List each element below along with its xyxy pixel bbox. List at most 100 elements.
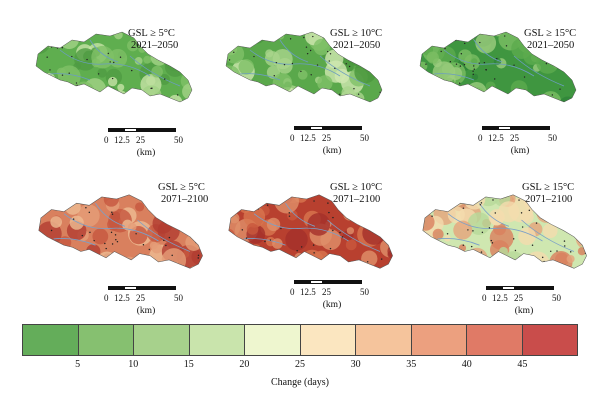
value-patch (523, 255, 540, 269)
title-period: 2021–2050 (333, 40, 381, 51)
value-patch (420, 98, 425, 102)
value-patch (368, 57, 381, 70)
station-dot (329, 53, 332, 55)
station-dot (564, 245, 566, 247)
station-dot (480, 202, 483, 204)
station-dot (111, 243, 114, 245)
station-dot (150, 87, 152, 90)
value-patch (536, 50, 560, 74)
map-panel-gsl15-2071-2100: GSL ≥ 15°C 2071–2100 (404, 170, 594, 325)
value-patch (265, 49, 274, 58)
value-patch (237, 194, 258, 204)
value-patch (502, 251, 525, 269)
scale-bar-graphic (108, 286, 176, 290)
value-patch (361, 250, 378, 267)
station-dot (428, 205, 431, 207)
value-patch (437, 85, 457, 102)
scale-tick-label: 25 (514, 293, 523, 303)
value-patch (266, 99, 277, 102)
value-patch (351, 206, 367, 222)
title-threshold: GSL ≥ 5°C (128, 28, 175, 39)
value-patch (226, 64, 229, 72)
scale-tick-label: 0 (290, 133, 295, 143)
title-threshold: GSL ≥ 10°C (330, 182, 383, 193)
station-dot (327, 50, 329, 53)
scale-tick-label: 25 (136, 135, 145, 145)
value-patch (322, 262, 339, 269)
station-dot (491, 242, 494, 244)
value-patch (226, 44, 245, 64)
station-dot (369, 66, 372, 68)
station-dot (473, 65, 475, 67)
station-dot (325, 264, 327, 266)
value-patch (376, 205, 393, 231)
legend-swatch (78, 325, 134, 355)
station-dot (332, 229, 334, 232)
value-patch (46, 241, 58, 252)
station-dot (463, 63, 466, 66)
title-period: 2071–2100 (161, 194, 209, 205)
station-dot (380, 258, 383, 260)
station-dot (139, 94, 141, 96)
value-patch (282, 266, 290, 269)
value-patch (38, 210, 42, 220)
station-dot (164, 78, 166, 80)
value-patch (447, 206, 465, 224)
value-patch (422, 251, 441, 269)
station-dot (89, 231, 91, 234)
value-patch (306, 93, 324, 102)
station-dot (264, 240, 266, 243)
station-dot (182, 228, 184, 231)
station-dot (455, 254, 458, 257)
station-dot (523, 257, 525, 259)
station-dot (353, 88, 355, 90)
value-patch (186, 67, 192, 81)
scale-tick-label: 50 (552, 293, 561, 303)
value-patch (135, 202, 145, 212)
legend-tick-label: 5 (75, 359, 81, 370)
station-dot (275, 61, 278, 64)
station-dot (78, 36, 80, 39)
station-dot (458, 82, 461, 84)
station-dot (379, 216, 382, 219)
station-dot (155, 99, 157, 102)
station-dot (451, 253, 453, 255)
station-dot (135, 233, 137, 235)
station-dot (61, 46, 64, 49)
station-dot (528, 209, 531, 212)
value-patch (420, 45, 422, 52)
station-dot (351, 208, 354, 210)
station-dot (560, 57, 563, 60)
station-dot (389, 211, 391, 214)
station-dot (455, 203, 457, 205)
title-period: 2071–2100 (525, 194, 573, 205)
station-dot (85, 207, 87, 209)
value-patch (228, 194, 237, 200)
station-dot (369, 64, 371, 67)
station-dot (479, 204, 482, 206)
scale-tick-label: 0 (290, 287, 295, 297)
station-dot (236, 83, 239, 86)
station-dot (283, 63, 286, 66)
scale-bar: 0 12.5 25 50 (km) (286, 126, 376, 160)
color-legend (22, 324, 578, 356)
value-patch (97, 251, 117, 269)
station-dot (303, 36, 305, 39)
station-dot (227, 68, 229, 70)
station-dot (341, 236, 344, 238)
station-dot (187, 66, 189, 68)
station-dot (494, 212, 497, 214)
value-patch (37, 76, 56, 96)
scale-tick-label: 12.5 (300, 287, 316, 297)
value-patch (244, 92, 251, 99)
value-patch (58, 263, 67, 269)
value-patch (228, 213, 241, 239)
river-line (59, 49, 151, 77)
value-patch (46, 245, 70, 268)
station-dot (42, 212, 44, 215)
value-patch (228, 240, 235, 254)
value-patch (44, 251, 69, 269)
station-dot (63, 81, 66, 84)
station-dot (496, 57, 498, 60)
value-patch (422, 213, 435, 231)
